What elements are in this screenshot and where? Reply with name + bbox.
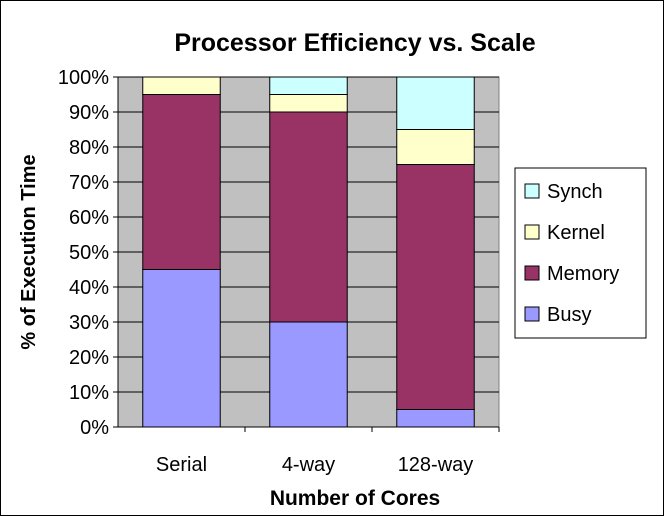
- legend-swatch-synch: [524, 183, 540, 199]
- y-tick-label: 60%: [69, 207, 109, 229]
- bar-segment-busy: [269, 321, 348, 428]
- y-axis-label: % of Execution Time: [18, 154, 40, 349]
- legend-label-busy: Busy: [547, 304, 591, 326]
- y-tick-label: 80%: [69, 137, 109, 159]
- chart-title: Processor Efficiency vs. Scale: [174, 29, 535, 57]
- bar-segment-busy: [142, 269, 221, 428]
- bar-segment-kernel: [269, 94, 348, 113]
- x-tick-label: 4-way: [282, 454, 335, 476]
- bar-segment-kernel: [396, 129, 475, 165]
- y-tick-label: 30%: [69, 312, 109, 334]
- bar-segment-kernel: [142, 76, 221, 95]
- bar-segment-synch: [269, 76, 348, 95]
- legend: Synch Kernel Memory Busy: [514, 167, 647, 339]
- y-tick-label: 40%: [69, 277, 109, 299]
- y-tick-label: 50%: [69, 242, 109, 264]
- x-axis-label: Number of Cores: [270, 487, 440, 510]
- bar-segment-synch: [396, 76, 475, 130]
- bar-segment-busy: [396, 409, 475, 428]
- legend-label-kernel: Kernel: [547, 222, 605, 244]
- y-axis-ticks: 0% 10% 20% 30% 40% 50% 60% 70% 80% 90% 100%: [58, 67, 118, 439]
- legend-label-synch: Synch: [547, 181, 603, 203]
- legend-swatch-kernel: [524, 224, 540, 240]
- bar-segment-memory: [142, 94, 221, 270]
- legend-swatch-busy: [524, 306, 540, 322]
- y-tick-label: 0%: [80, 417, 109, 439]
- x-tick-label: Serial: [156, 454, 207, 476]
- bars: [142, 76, 475, 428]
- legend-swatch-memory: [524, 265, 540, 281]
- y-tick-label: 70%: [69, 172, 109, 194]
- legend-label-memory: Memory: [547, 263, 619, 285]
- x-axis-ticks: Serial 4-way 128-way: [156, 427, 500, 476]
- bar-segment-memory: [396, 164, 475, 410]
- y-tick-label: 100%: [58, 67, 109, 89]
- y-tick-label: 20%: [69, 347, 109, 369]
- y-tick-label: 10%: [69, 382, 109, 404]
- x-tick-label: 128-way: [398, 454, 474, 476]
- y-tick-label: 90%: [69, 102, 109, 124]
- bar-segment-memory: [269, 111, 348, 323]
